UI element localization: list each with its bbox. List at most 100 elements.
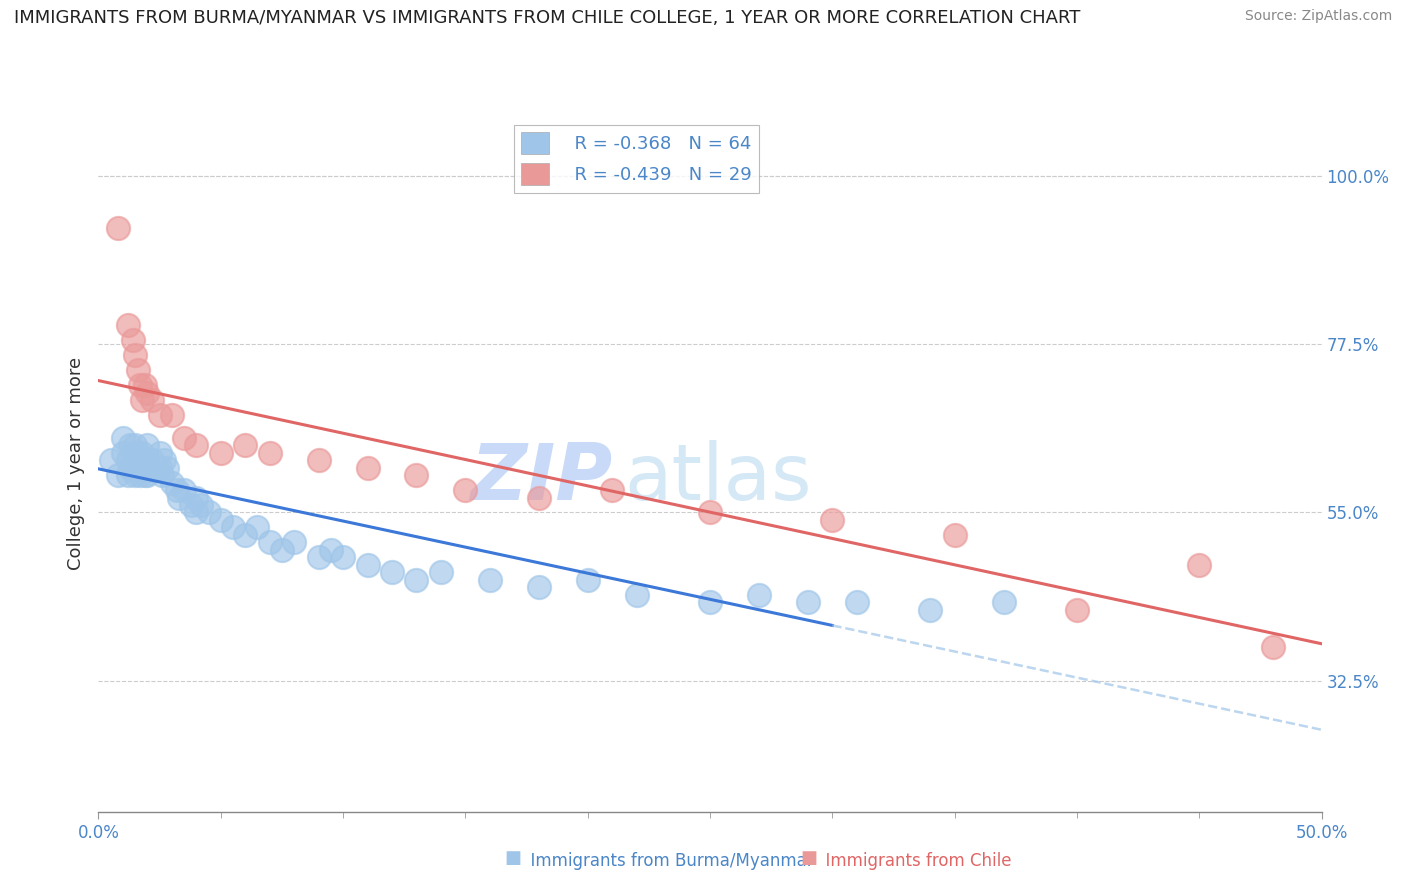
Point [233,438,256,452]
Point [134,378,156,392]
Legend:   R = -0.368   N = 64,   R = -0.439   N = 29: R = -0.368 N = 64, R = -0.439 N = 29 [515,125,759,193]
Text: ■: ■ [800,849,817,867]
Point [156,460,179,475]
Point [576,573,599,587]
Point [308,453,330,467]
Text: Source: ZipAtlas.com: Source: ZipAtlas.com [1244,9,1392,23]
Point [356,558,378,572]
Point [160,408,183,422]
Point [139,460,162,475]
Point [993,595,1015,609]
Point [129,468,152,483]
Point [136,468,159,483]
Point [120,460,142,475]
Point [100,453,122,467]
Point [173,483,195,497]
Point [319,542,342,557]
Point [173,431,195,445]
Point [117,318,139,333]
Point [124,468,146,483]
Point [270,542,294,557]
Point [283,535,305,549]
Y-axis label: College, 1 year or more: College, 1 year or more [66,358,84,570]
Point [117,453,139,467]
Point [131,393,153,408]
Point [131,460,153,475]
Point [153,453,176,467]
Point [124,453,146,467]
Point [149,408,172,422]
Point [454,483,477,497]
Point [134,468,156,483]
Point [111,431,134,445]
Text: atlas: atlas [624,440,811,516]
Point [308,550,330,565]
Point [478,573,501,587]
Point [920,603,942,617]
Point [699,506,721,520]
Point [166,483,188,497]
Point [356,460,378,475]
Text: ■: ■ [505,849,522,867]
Point [141,453,163,467]
Point [405,468,427,483]
Point [430,566,453,580]
Point [527,491,550,505]
Point [197,506,219,520]
Point [134,453,156,467]
Point [699,595,721,609]
Point [107,221,129,235]
Point [797,595,820,609]
Point [121,334,143,348]
Point [209,513,232,527]
Text: Immigrants from Burma/Myanmar: Immigrants from Burma/Myanmar [520,852,814,870]
Point [160,475,183,490]
Point [124,348,146,362]
Point [821,513,844,527]
Point [120,438,142,452]
Point [186,506,208,520]
Point [167,491,190,505]
Point [222,520,245,534]
Point [127,445,149,459]
Point [186,438,208,452]
Point [136,438,159,452]
Point [845,595,868,609]
Text: ZIP: ZIP [470,440,612,516]
Point [129,453,152,467]
Point [1261,640,1284,654]
Point [121,445,143,459]
Point [190,498,212,512]
Point [246,520,269,534]
Point [150,468,173,483]
Point [111,445,134,459]
Point [107,468,129,483]
Point [405,573,427,587]
Point [131,445,153,459]
Point [332,550,354,565]
Point [143,460,166,475]
Point [127,460,149,475]
Point [233,528,256,542]
Point [381,566,404,580]
Point [141,393,163,408]
Text: IMMIGRANTS FROM BURMA/MYANMAR VS IMMIGRANTS FROM CHILE COLLEGE, 1 YEAR OR MORE C: IMMIGRANTS FROM BURMA/MYANMAR VS IMMIGRA… [14,9,1080,27]
Point [124,438,146,452]
Point [1066,603,1088,617]
Point [259,445,281,459]
Point [136,385,159,400]
Point [748,588,770,602]
Point [127,363,149,377]
Point [527,580,550,594]
Point [136,453,159,467]
Text: Immigrants from Chile: Immigrants from Chile [815,852,1012,870]
Point [626,588,648,602]
Point [129,378,152,392]
Point [117,468,139,483]
Point [186,491,208,505]
Point [259,535,281,549]
Point [149,460,172,475]
Point [943,528,966,542]
Point [180,498,202,512]
Point [600,483,623,497]
